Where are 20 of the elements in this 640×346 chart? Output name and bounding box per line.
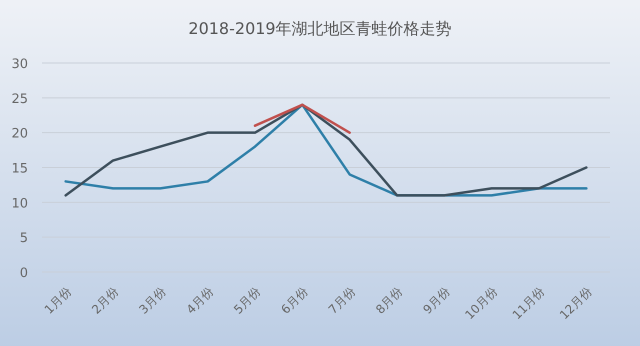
y-tick-label: 0: [20, 266, 28, 281]
y-tick-label: 25: [11, 92, 28, 107]
x-tick-label: 10月份: [462, 284, 500, 322]
x-tick-label: 5月份: [231, 284, 264, 317]
x-tick-label: 8月份: [373, 284, 406, 317]
x-tick-label: 11月份: [510, 284, 548, 322]
y-tick-label: 30: [11, 57, 28, 72]
x-tick-label: 1月份: [42, 284, 74, 317]
y-tick-label: 15: [11, 162, 28, 176]
x-tick-label: 3月份: [136, 284, 169, 317]
y-tick-label: 20: [11, 126, 28, 142]
x-tick-label: 6月份: [278, 284, 311, 317]
y-tick-label: 10: [11, 196, 28, 212]
x-tick-label: 2月份: [89, 284, 122, 317]
y-tick-label: 5: [20, 231, 28, 246]
x-tick-label: 9月份: [420, 284, 453, 317]
x-tick-label: 4月份: [184, 284, 216, 317]
chart-title: 2018-2019年湖北地区青蛙价格走势: [188, 19, 452, 38]
x-tick-label: 7月份: [326, 284, 358, 317]
x-tick-label: 12月份: [557, 284, 595, 322]
